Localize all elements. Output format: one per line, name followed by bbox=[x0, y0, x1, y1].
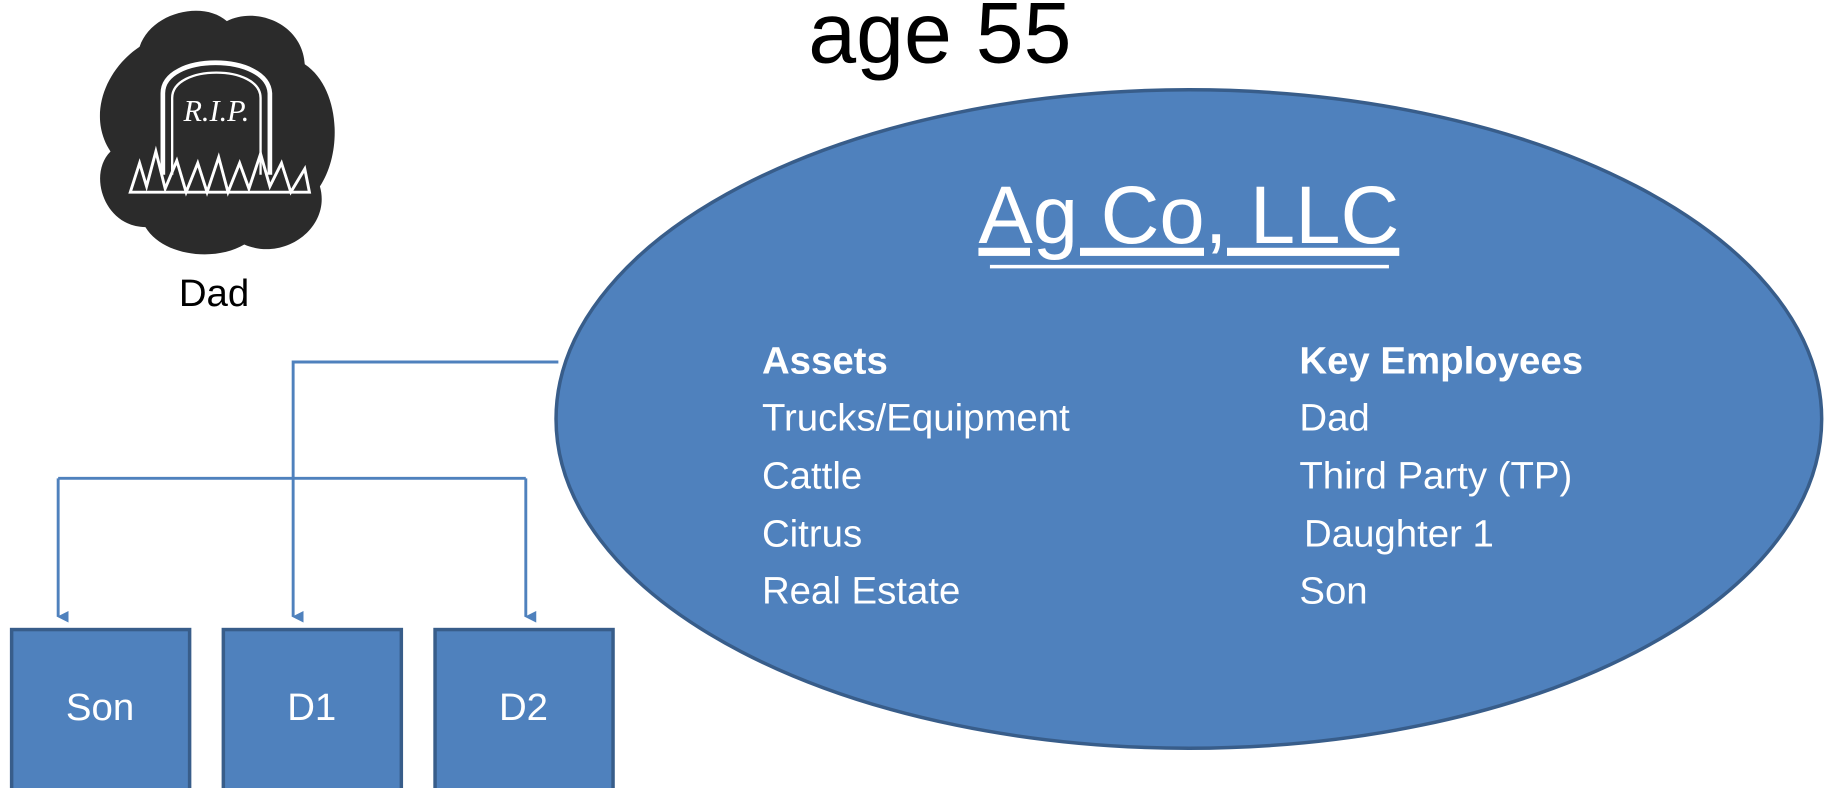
employee-item: Daughter 1 bbox=[1304, 513, 1494, 556]
employees-header: Key Employees bbox=[1299, 339, 1583, 382]
tombstone-icon: R.I.P. bbox=[99, 10, 335, 255]
company-name: Ag Co, LLC bbox=[978, 170, 1399, 261]
svg-text:R.I.P.: R.I.P. bbox=[182, 94, 249, 128]
title: age 55 bbox=[808, 0, 1071, 82]
assets-header: Assets bbox=[762, 339, 888, 382]
asset-item: Real Estate bbox=[762, 570, 960, 613]
asset-item: Trucks/Equipment bbox=[762, 396, 1070, 439]
asset-item: Citrus bbox=[762, 513, 862, 556]
employee-item: Son bbox=[1299, 570, 1367, 613]
heir-box bbox=[9, 627, 192, 788]
company-ellipse bbox=[554, 88, 1824, 750]
heir-box bbox=[433, 627, 615, 788]
employee-item: Third Party (TP) bbox=[1299, 454, 1572, 497]
asset-item: Cattle bbox=[762, 454, 862, 497]
person-label: Dad bbox=[179, 272, 249, 315]
heir-label: D1 bbox=[287, 686, 336, 729]
connector bbox=[291, 360, 559, 623]
employee-item: Dad bbox=[1299, 396, 1369, 439]
heir-box bbox=[221, 627, 404, 788]
heir-label: D2 bbox=[499, 686, 548, 729]
heir-label: Son bbox=[66, 686, 134, 729]
